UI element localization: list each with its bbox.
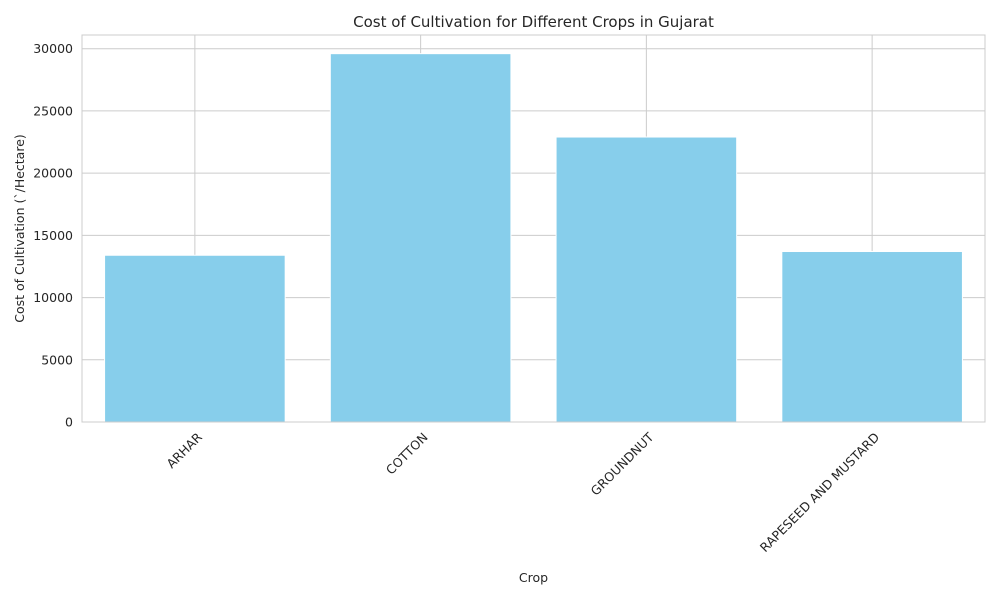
y-tick-label: 10000 [33, 290, 73, 305]
x-tick-labels: ARHAR COTTON GROUNDNUT RAPESEED AND MUSTARD [163, 429, 882, 555]
bar-arhar [104, 254, 286, 423]
y-tick-label: 0 [65, 415, 73, 430]
x-tick-label: COTTON [383, 430, 431, 478]
y-axis-title: Cost of Cultivation (`/Hectare) [12, 134, 27, 323]
x-tick-label: RAPESEED AND MUSTARD [757, 430, 882, 555]
y-tick-label: 20000 [33, 166, 73, 181]
x-axis-title: Crop [519, 570, 548, 585]
chart-title: Cost of Cultivation for Different Crops … [353, 13, 714, 31]
bar-cotton [329, 53, 512, 423]
y-tick-labels: 0 5000 10000 15000 20000 25000 30000 [33, 41, 73, 429]
axes-frame [81, 34, 986, 423]
x-tick-label: ARHAR [163, 429, 205, 471]
bar-rapeseed-and-mustard [781, 251, 963, 423]
bars [104, 53, 963, 423]
y-tick-label: 25000 [33, 103, 73, 118]
x-tick-label: GROUNDNUT [588, 429, 657, 498]
y-tick-label: 15000 [33, 228, 73, 243]
bar-groundnut [555, 136, 738, 423]
y-tick-label: 30000 [33, 41, 73, 56]
y-tick-label: 5000 [41, 352, 73, 367]
